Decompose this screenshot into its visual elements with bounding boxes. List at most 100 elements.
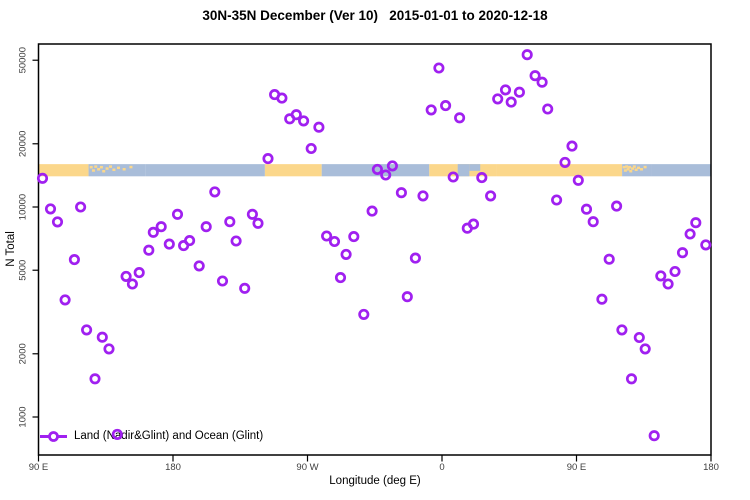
map-band-island: [97, 168, 101, 171]
data-point: [163, 238, 175, 250]
data-point: [669, 265, 681, 278]
data-point: [454, 112, 466, 124]
data-point: [290, 109, 302, 121]
data-point: [505, 96, 517, 108]
data-point: [440, 100, 452, 112]
data-point: [633, 331, 645, 344]
data-point: [425, 104, 437, 116]
map-band-sea: [469, 164, 481, 171]
data-point: [386, 160, 398, 172]
x-tick-label: 90 E: [29, 462, 49, 473]
axes-layer: 1000 2000 5000 10000 20000 50000 90 E 180 90 W 0 9…: [18, 43, 719, 473]
map-band-island: [116, 166, 120, 170]
y-tick-label: 50000: [18, 47, 29, 73]
data-point: [485, 190, 497, 202]
data-point: [536, 76, 548, 88]
y-tick-label: 10000: [18, 194, 29, 220]
data-point: [467, 218, 480, 230]
data-point: [44, 203, 57, 215]
y-tick-label: 1000: [18, 406, 29, 427]
map-band-island: [89, 165, 93, 169]
data-point: [639, 343, 651, 355]
legend-marker-circle: [48, 431, 59, 442]
data-point: [559, 156, 571, 168]
map-band-island: [625, 165, 629, 168]
data-point: [252, 217, 264, 229]
data-point: [200, 221, 212, 233]
data-point: [513, 86, 525, 98]
data-point: [126, 278, 138, 290]
data-point: [216, 275, 229, 287]
data-points-layer: [36, 49, 712, 442]
data-point: [147, 226, 159, 238]
data-point: [596, 293, 608, 305]
map-band-island: [631, 167, 635, 170]
data-point: [433, 62, 445, 74]
map-band-segment: [651, 164, 711, 177]
data-point: [348, 231, 360, 243]
data-point: [75, 201, 87, 213]
y-tick-label: 2000: [18, 343, 29, 364]
x-tick-label: 180: [165, 462, 181, 473]
data-point: [625, 373, 638, 385]
data-point: [51, 216, 64, 228]
data-point: [171, 208, 184, 220]
data-point: [89, 373, 101, 385]
data-point: [655, 270, 667, 282]
data-point: [395, 187, 407, 199]
data-point: [492, 93, 504, 105]
data-point: [690, 217, 702, 229]
map-band-segment: [321, 164, 430, 177]
map-band-island: [629, 169, 633, 173]
data-point: [155, 221, 167, 233]
map-band-island: [622, 165, 626, 169]
map-band-island: [112, 168, 116, 172]
map-band-island: [626, 168, 630, 171]
data-point: [676, 247, 689, 259]
data-point: [68, 254, 80, 266]
legend-marker: [40, 431, 67, 442]
data-point: [334, 272, 347, 284]
x-tick-label: 180: [703, 462, 719, 473]
data-point: [371, 163, 383, 175]
map-band-island: [623, 169, 627, 172]
data-point: [417, 190, 429, 202]
plot-border: [37, 43, 712, 456]
data-point: [358, 308, 370, 320]
data-point: [59, 294, 71, 306]
data-point: [566, 140, 578, 152]
map-band-island: [632, 165, 636, 168]
y-tick-label: 20000: [18, 131, 29, 157]
map-band-island: [102, 169, 106, 173]
chart-title: 30N-35N December (Ver 10) 2015-01-01 to …: [202, 8, 548, 23]
map-band-segment: [264, 164, 322, 177]
map-band-island: [122, 168, 126, 171]
map-band-island: [643, 165, 647, 169]
map-band-layer: [38, 164, 711, 177]
data-point: [96, 331, 108, 343]
data-point: [529, 70, 541, 82]
data-point: [616, 324, 628, 336]
map-band-island: [634, 168, 638, 172]
data-point: [580, 203, 593, 215]
data-point: [313, 121, 325, 133]
data-point: [321, 230, 333, 242]
map-band-island: [109, 165, 113, 168]
data-point: [684, 228, 696, 240]
data-point: [103, 343, 115, 355]
data-point: [143, 244, 155, 256]
x-tick-label: 90 W: [296, 462, 318, 473]
data-point: [111, 428, 123, 440]
data-point: [603, 253, 615, 265]
data-point: [572, 174, 584, 186]
data-point: [340, 248, 352, 260]
map-band-island: [487, 165, 492, 168]
data-point: [262, 153, 274, 165]
map-band-island: [628, 165, 632, 169]
y-tick-label: 5000: [18, 260, 29, 281]
data-point: [246, 208, 258, 220]
data-point: [36, 172, 49, 184]
data-point: [551, 194, 563, 206]
